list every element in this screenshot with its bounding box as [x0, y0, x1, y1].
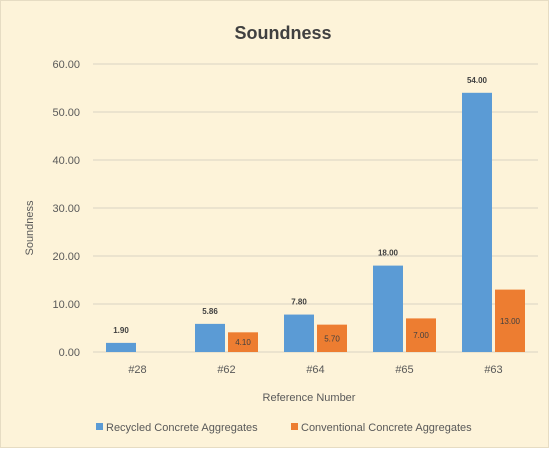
legend-swatch: [291, 423, 298, 430]
y-tick-label: 50.00: [52, 107, 80, 119]
recycled-bar-63: [462, 92, 492, 353]
conventional-bar-63: [495, 289, 525, 352]
conventional-bar-64: [317, 324, 347, 352]
y-tick-label: 10.00: [52, 299, 80, 311]
x-axis-title: Reference Number: [263, 392, 356, 404]
x-tick-label: #28: [128, 364, 146, 376]
data-label: 7.80: [291, 298, 307, 307]
x-tick-label: #62: [217, 364, 235, 376]
recycled-bar-64: [284, 314, 314, 352]
conventional-bar-62: [228, 332, 258, 352]
legend-label: Conventional Concrete Aggregates: [301, 422, 472, 434]
data-labels: 1.90 5.86 4.10 7.80 5.70 18.00 7.00 54.00 13.00: [113, 76, 520, 347]
legend-label: Recycled Concrete Aggregates: [106, 422, 258, 434]
y-tick-label: 20.00: [52, 251, 80, 263]
gridlines: [93, 63, 538, 353]
legend: Recycled Concrete Aggregates Conventional…: [96, 422, 472, 434]
y-tick-label: 40.00: [52, 155, 80, 167]
x-axis-ticks: #28 #62 #64 #65 #63: [128, 364, 502, 376]
recycled-bar-28: [106, 342, 136, 352]
data-label: 5.86: [202, 307, 218, 316]
y-tick-label: 30.00: [52, 203, 80, 215]
data-label: 54.00: [467, 76, 488, 85]
conventional-bar-65: [406, 318, 436, 352]
data-label: 13.00: [500, 317, 521, 326]
legend-swatch: [96, 423, 103, 430]
y-tick-label: 0.00: [59, 347, 80, 359]
bars: [106, 92, 525, 353]
recycled-bar-65: [373, 265, 403, 352]
data-label: 7.00: [413, 331, 429, 340]
y-tick-label: 60.00: [52, 59, 80, 71]
y-axis-title: Soundness: [24, 200, 36, 256]
x-tick-label: #65: [395, 364, 413, 376]
y-axis-ticks: 0.00 10.00 20.00 30.00 40.00 50.00 60.00: [52, 59, 80, 359]
data-label: 18.00: [378, 249, 399, 258]
x-tick-label: #64: [306, 364, 324, 376]
chart-title: Soundness: [234, 23, 331, 43]
data-label: 1.90: [113, 326, 129, 335]
x-tick-label: #63: [484, 364, 502, 376]
recycled-bar-62: [195, 323, 225, 352]
data-label: 4.10: [235, 338, 251, 347]
data-label: 5.70: [324, 334, 340, 343]
